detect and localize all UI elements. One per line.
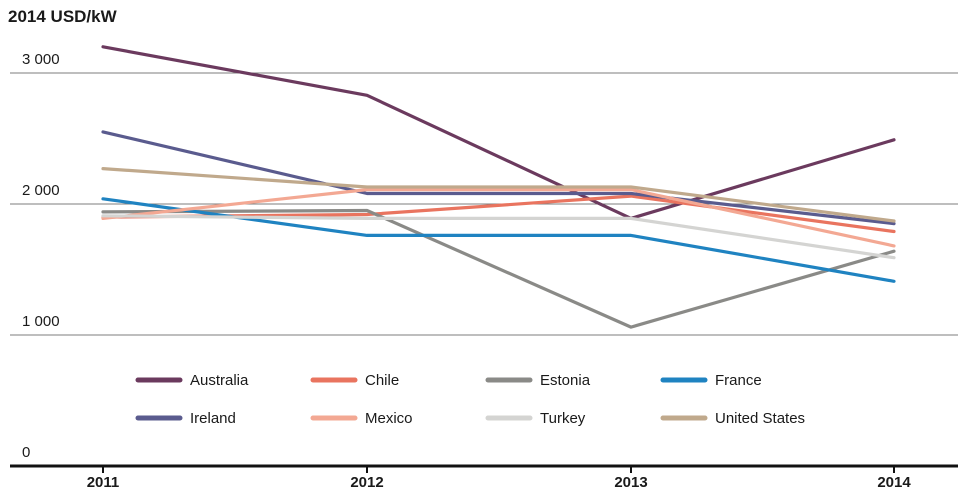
legend-label-ireland: Ireland [190,410,236,427]
series-line-ireland [101,130,896,226]
x-tick-2014: 2014 [877,474,911,490]
series-line-estonia [101,208,896,329]
series-line-mexico [101,188,896,248]
gridlines [10,72,958,336]
legend-label-chile: Chile [365,372,399,389]
x-tick-2011: 2011 [87,474,120,490]
x-tick-2012: 2012 [350,474,383,490]
series-line-australia [101,45,896,220]
y-tick-1000: 1 000 [22,313,60,330]
legend-label-united-states: United States [715,410,805,427]
legend-label-mexico: Mexico [365,410,413,427]
series-lines [101,45,896,329]
legend: Australia Chile Estonia France Ireland Mexico… [135,372,805,427]
y-tick-2000: 2 000 [22,182,60,199]
x-tick-2013: 2013 [614,474,647,490]
legend-label-turkey: Turkey [540,410,586,427]
y-tick-labels: 0 1 000 2 000 3 000 [22,51,60,461]
y-tick-0: 0 [22,444,30,461]
x-axis: 2011 2012 2013 2014 [10,464,958,490]
series-line-turkey [101,214,896,260]
y-axis-title: 2014 USD/kW [8,7,118,26]
series-line-united-states [101,167,896,223]
legend-label-australia: Australia [190,372,249,389]
legend-label-france: France [715,372,762,389]
legend-label-estonia: Estonia [540,372,591,389]
y-tick-3000: 3 000 [22,51,60,68]
